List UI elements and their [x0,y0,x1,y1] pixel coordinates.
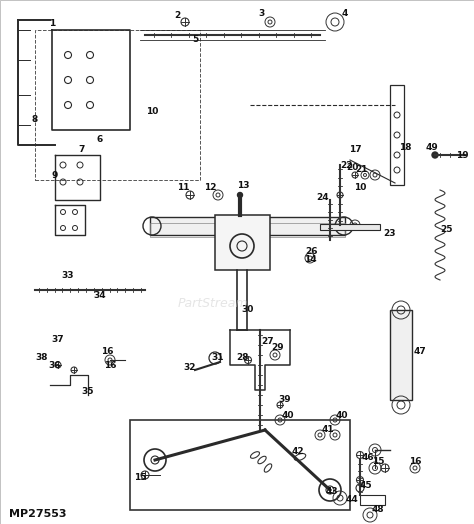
Text: 45: 45 [360,481,372,489]
Text: 30: 30 [242,305,254,314]
Text: 18: 18 [399,144,411,152]
Text: 3: 3 [259,9,265,18]
Text: 28: 28 [237,354,249,363]
Text: 40: 40 [336,410,348,420]
Text: 22: 22 [341,160,353,169]
Text: 15: 15 [372,456,384,465]
Text: 26: 26 [306,247,318,257]
Bar [35,30,200,180]
Text: 5: 5 [192,36,198,45]
Text: 44: 44 [346,496,358,505]
Text: 41: 41 [322,425,334,434]
Text: 16: 16 [409,457,421,466]
Text: 33: 33 [62,270,74,279]
Text: 35: 35 [82,388,94,397]
Bar [150,223,345,237]
Text: 15: 15 [134,473,146,482]
Bar [150,217,345,235]
Text: 20: 20 [346,163,358,172]
Circle shape [237,192,243,198]
Text: 37: 37 [52,335,64,344]
Text: 11: 11 [177,183,189,192]
Text: 36: 36 [49,361,61,369]
Text: 49: 49 [426,144,438,152]
Bar [360,495,385,505]
Text: 16: 16 [101,347,113,356]
Text: MP27553: MP27553 [9,509,67,519]
Bar [215,215,270,270]
Text: 12: 12 [204,183,216,192]
Text: 43: 43 [326,487,338,497]
Text: 32: 32 [184,364,196,373]
Text: 42: 42 [292,447,304,456]
Text: 9: 9 [52,170,58,180]
Text: 25: 25 [441,225,453,235]
Text: 10: 10 [146,107,158,116]
Text: 1: 1 [49,19,55,28]
Text: 40: 40 [282,410,294,420]
Text: 16: 16 [104,361,116,369]
Text: 38: 38 [36,354,48,363]
Text: 31: 31 [212,354,224,363]
Text: 48: 48 [372,506,384,515]
Text: 23: 23 [384,228,396,237]
Text: 17: 17 [349,146,361,155]
Text: 4: 4 [342,9,348,18]
Text: 7: 7 [79,146,85,155]
Bar [320,224,380,230]
Circle shape [432,152,438,158]
Bar [390,85,404,185]
Text: 13: 13 [237,180,249,190]
Bar [130,420,350,510]
Text: 21: 21 [356,166,368,174]
Text: 39: 39 [279,396,292,405]
Bar [390,310,412,400]
Text: 14: 14 [304,256,316,265]
Text: 2: 2 [174,10,180,19]
Text: 27: 27 [262,337,274,346]
Text: 29: 29 [272,343,284,352]
Text: 8: 8 [32,115,38,125]
Text: 19: 19 [456,150,468,159]
Text: 34: 34 [94,290,106,300]
Text: 24: 24 [317,193,329,202]
Text: 10: 10 [354,183,366,192]
Text: 46: 46 [362,453,374,462]
Text: PartStream: PartStream [178,298,248,310]
Text: 6: 6 [97,136,103,145]
Text: 47: 47 [414,347,427,356]
